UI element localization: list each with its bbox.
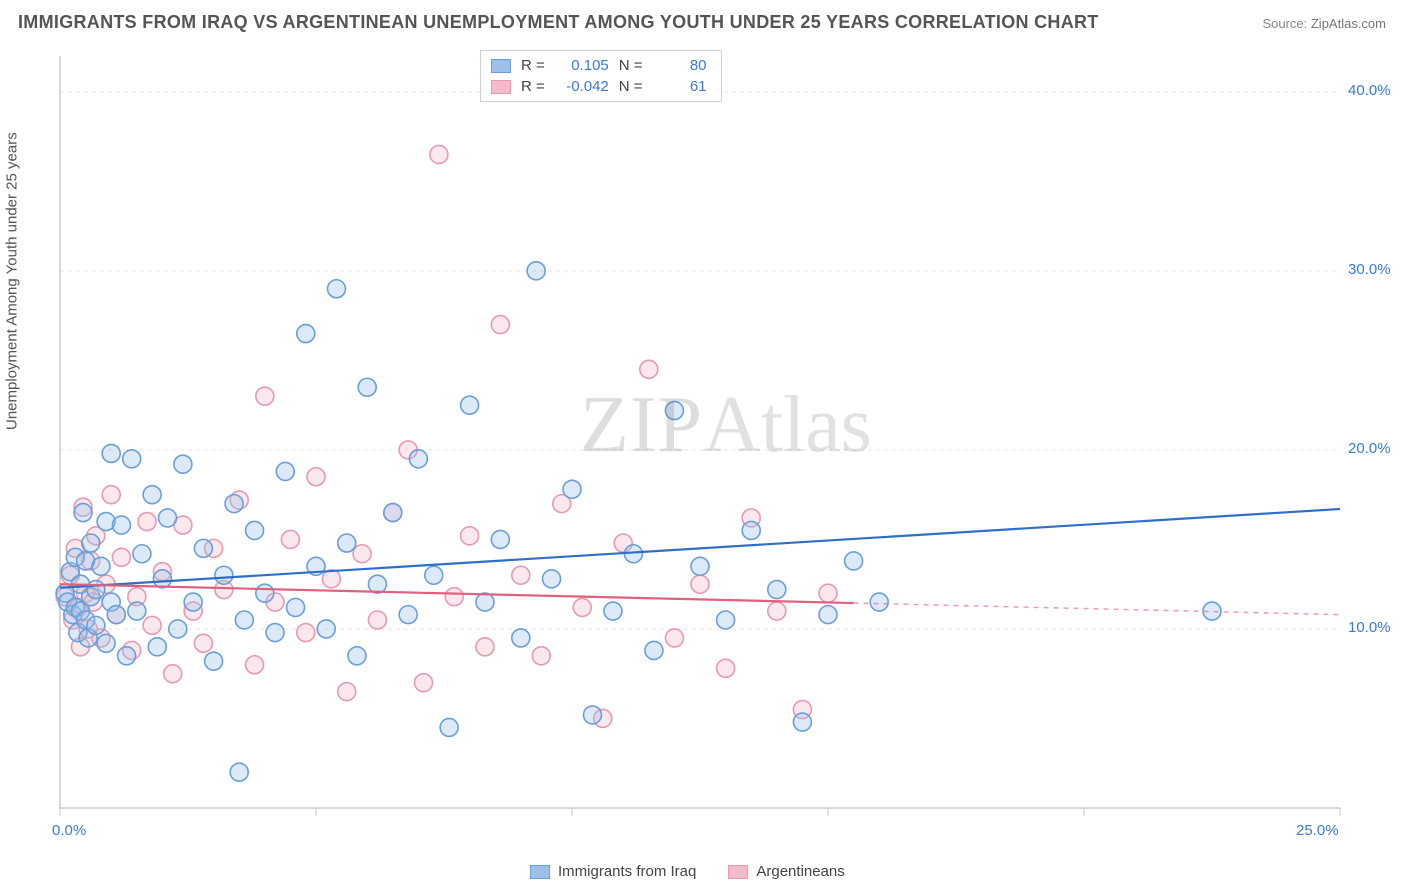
stats-r-arg: -0.042 xyxy=(555,78,609,95)
source-name: ZipAtlas.com xyxy=(1311,16,1386,31)
axis-tick-label: 40.0% xyxy=(1348,82,1391,99)
legend-bottom: Immigrants from Iraq Argentineans xyxy=(530,863,845,880)
stats-row-arg: R = -0.042 N = 61 xyxy=(491,76,707,97)
stats-n-arg: 61 xyxy=(653,78,707,95)
stats-r-label: R = xyxy=(521,57,545,74)
legend-label-arg: Argentineans xyxy=(756,863,844,880)
source-attribution: Source: ZipAtlas.com xyxy=(1262,16,1386,31)
stats-r-label: R = xyxy=(521,78,545,95)
stats-r-iraq: 0.105 xyxy=(555,57,609,74)
stats-n-iraq: 80 xyxy=(653,57,707,74)
axis-tick-label: 10.0% xyxy=(1348,619,1391,636)
axis-tick-label: 30.0% xyxy=(1348,261,1391,278)
stats-n-label: N = xyxy=(619,57,643,74)
stats-row-iraq: R = 0.105 N = 80 xyxy=(491,55,707,76)
legend-label-iraq: Immigrants from Iraq xyxy=(558,863,696,880)
axis-tick-label: 25.0% xyxy=(1296,822,1339,839)
chart-title: IMMIGRANTS FROM IRAQ VS ARGENTINEAN UNEM… xyxy=(18,12,1099,33)
correlation-stats-box: R = 0.105 N = 80 R = -0.042 N = 61 xyxy=(480,50,722,102)
stats-n-label: N = xyxy=(619,78,643,95)
legend-item-iraq: Immigrants from Iraq xyxy=(530,863,696,880)
swatch-arg xyxy=(491,80,511,94)
swatch-iraq xyxy=(491,59,511,73)
axis-tick-label: 0.0% xyxy=(52,822,86,839)
swatch-iraq xyxy=(530,865,550,879)
source-prefix: Source: xyxy=(1262,16,1310,31)
scatter-chart xyxy=(50,48,1390,838)
y-axis-label: Unemployment Among Youth under 25 years xyxy=(4,132,21,430)
axis-tick-label: 20.0% xyxy=(1348,440,1391,457)
swatch-arg xyxy=(728,865,748,879)
legend-item-arg: Argentineans xyxy=(728,863,844,880)
